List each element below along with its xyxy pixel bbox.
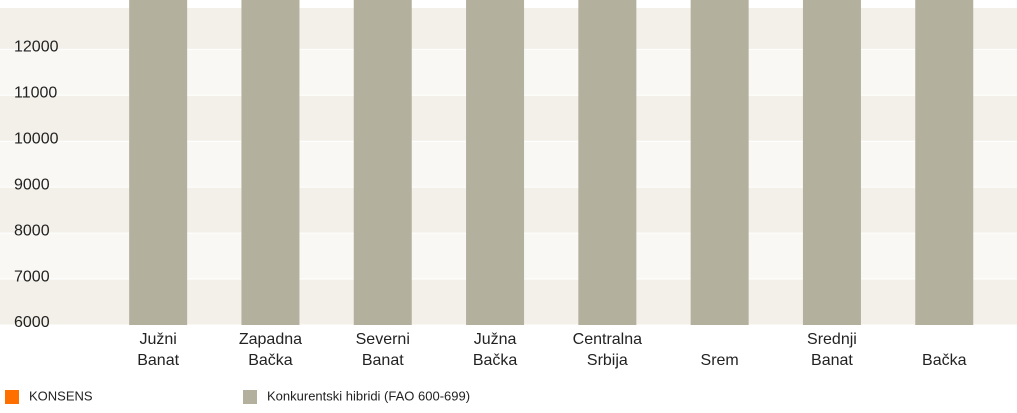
x-tick-label: Srem bbox=[701, 352, 739, 369]
x-tick-label: Banat bbox=[137, 352, 179, 369]
y-tick-label: 6000 bbox=[14, 314, 50, 331]
y-tick-label: 7000 bbox=[14, 268, 50, 285]
x-tick-label: Srednji bbox=[807, 331, 857, 348]
y-tick-label: 9000 bbox=[14, 176, 50, 193]
x-tick-label: Bačka bbox=[473, 352, 518, 369]
x-tick-label: Centralna bbox=[573, 331, 642, 348]
bar-segment bbox=[915, 0, 974, 325]
x-tick-label: Bačka bbox=[922, 352, 967, 369]
y-tick-label: 12000 bbox=[14, 39, 59, 56]
bar-segment bbox=[578, 0, 637, 325]
bar-segment bbox=[353, 0, 412, 325]
y-tick-label: 8000 bbox=[14, 222, 50, 239]
x-tick-label: Banat bbox=[362, 352, 404, 369]
legend-label: Konkurentski hibridi (FAO 600-699) bbox=[267, 388, 470, 403]
legend-swatch bbox=[243, 390, 257, 404]
legend-label: KONSENS bbox=[29, 388, 93, 403]
x-tick-label: Srbija bbox=[587, 352, 628, 369]
y-tick-label: 11000 bbox=[14, 85, 57, 102]
bar-segment bbox=[466, 0, 525, 325]
x-tick-label: Južni bbox=[139, 331, 176, 348]
x-tick-label: Severni bbox=[356, 331, 410, 348]
x-tick-label: Bačka bbox=[248, 352, 293, 369]
legend-swatch bbox=[5, 390, 19, 404]
bar-segment bbox=[802, 0, 861, 325]
y-tick-label: 10000 bbox=[14, 130, 59, 147]
x-tick-label: Banat bbox=[811, 352, 853, 369]
bar-segment bbox=[690, 0, 749, 325]
x-tick-label: Zapadna bbox=[239, 331, 302, 348]
x-tick-label: Južna bbox=[474, 331, 517, 348]
bar-segment bbox=[241, 0, 300, 326]
bar-segment bbox=[129, 0, 188, 326]
